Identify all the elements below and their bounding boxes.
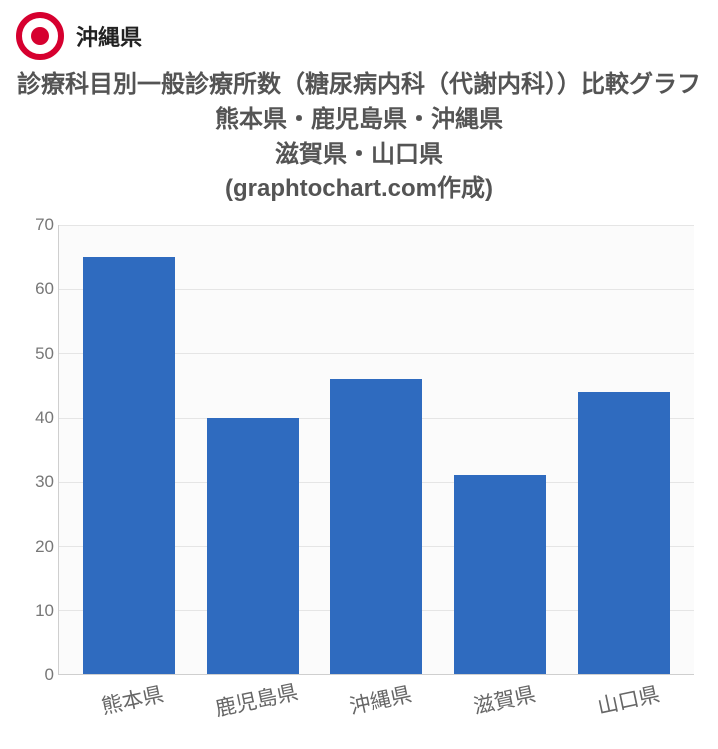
title-line-2: 熊本県・鹿児島県・沖縄県 — [8, 103, 710, 138]
bars-container — [59, 225, 694, 674]
bar — [207, 418, 299, 675]
bar — [83, 257, 175, 674]
bar — [454, 475, 546, 674]
x-tick-label: 鹿児島県 — [208, 675, 310, 749]
title-line-3: 滋賀県・山口県 — [8, 138, 710, 173]
chart-titles: 診療科目別一般診療所数（糖尿病内科（代謝内科））比較グラフ 熊本県・鹿児島県・沖… — [0, 68, 718, 217]
bar-chart: 010203040506070 熊本県鹿児島県沖縄県滋賀県山口県 — [20, 225, 698, 735]
y-tick-label: 10 — [20, 601, 54, 621]
plot-area — [58, 225, 694, 675]
y-tick-label: 60 — [20, 279, 54, 299]
y-tick-label: 20 — [20, 537, 54, 557]
x-tick-label: 山口県 — [580, 675, 682, 749]
okinawa-logo-icon — [16, 12, 64, 60]
x-tick-label: 熊本県 — [84, 675, 186, 749]
y-tick-label: 40 — [20, 408, 54, 428]
y-tick-label: 30 — [20, 472, 54, 492]
title-line-4: (graphtochart.com作成) — [8, 172, 710, 207]
y-tick-label: 0 — [20, 665, 54, 685]
header: 沖縄県 — [0, 0, 718, 68]
x-tick-label: 沖縄県 — [332, 675, 434, 749]
bar — [578, 392, 670, 674]
x-axis-labels: 熊本県鹿児島県沖縄県滋賀県山口県 — [58, 679, 694, 735]
y-tick-label: 50 — [20, 344, 54, 364]
bar — [330, 379, 422, 674]
region-name: 沖縄県 — [76, 20, 142, 52]
x-tick-label: 滋賀県 — [456, 675, 558, 749]
y-tick-label: 70 — [20, 215, 54, 235]
title-line-1: 診療科目別一般診療所数（糖尿病内科（代謝内科））比較グラフ — [8, 68, 710, 103]
